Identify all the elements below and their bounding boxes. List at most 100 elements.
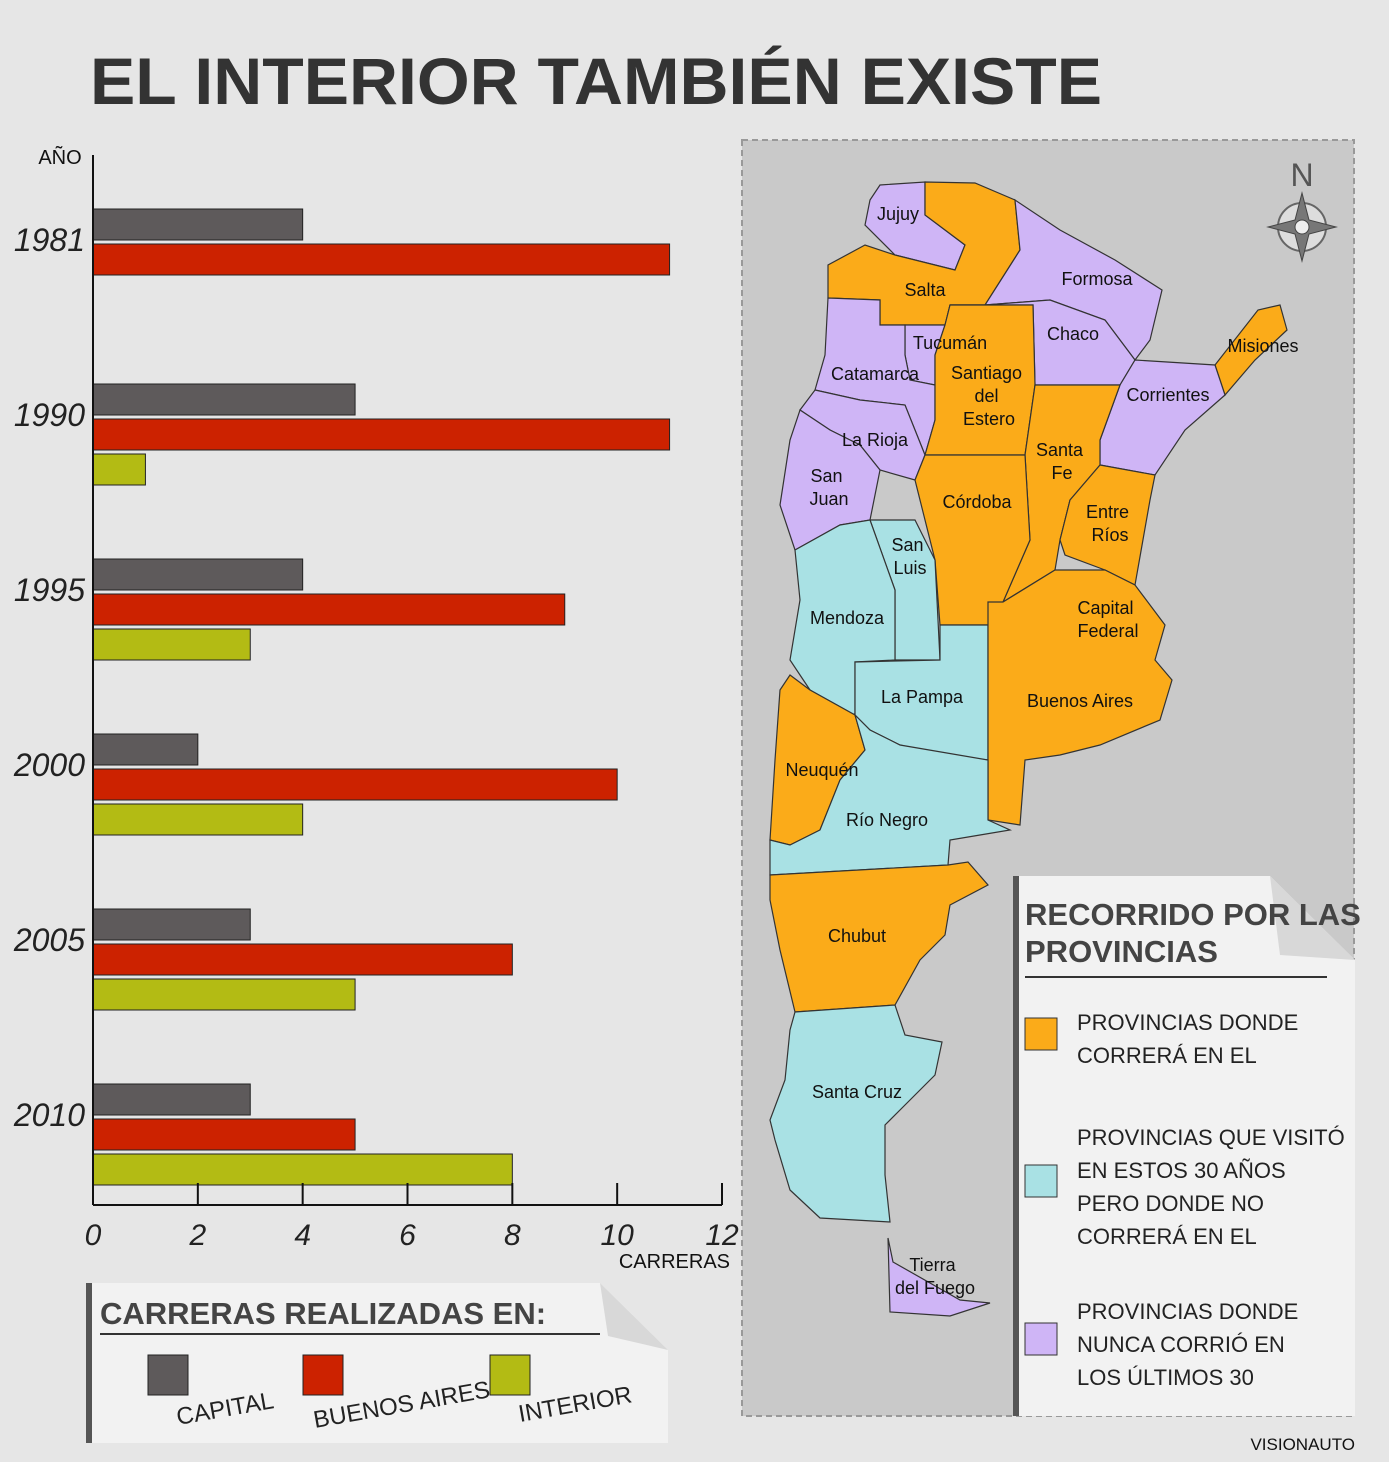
bar (92, 383, 356, 416)
legend-swatch (1024, 1164, 1058, 1198)
text-line: Luis (893, 558, 926, 578)
province-label: Jujuy (877, 204, 919, 224)
bar (92, 943, 513, 976)
page-fold (600, 1283, 668, 1350)
province-label: Córdoba (942, 492, 1012, 512)
province-label: Tucumán (913, 333, 987, 353)
bar (92, 208, 304, 241)
text-line: Federal (1077, 621, 1138, 641)
text-line: CORRERÁ EN EL (1077, 1224, 1257, 1249)
bar (92, 418, 671, 451)
text-line: La Rioja (842, 430, 909, 450)
province-label: Catamarca (831, 364, 920, 384)
bar (92, 978, 356, 1011)
province-label: Formosa (1061, 269, 1133, 289)
province-label: Tierra del Fuego (895, 1255, 975, 1298)
text-line: Santiago (951, 363, 1027, 383)
text-line: Tierra (909, 1255, 960, 1275)
province-label: Santa Cruz (812, 1082, 902, 1102)
province-label: Santa Fe (1036, 440, 1088, 483)
text-line: Santa Cruz (812, 1082, 902, 1102)
text-line: PROVINCIAS (1025, 934, 1218, 969)
bar-legend-title: CARRERAS REALIZADAS EN: (100, 1296, 546, 1331)
province-label: Misiones (1227, 336, 1298, 356)
map-legend-title: RECORRIDO POR LAS PROVINCIAS (1025, 897, 1369, 969)
x-tick-label: 4 (294, 1219, 311, 1252)
y-tick-label: 2010 (13, 1097, 85, 1133)
bar (92, 733, 199, 766)
province-label: Neuquén (785, 760, 858, 780)
text-line: Formosa (1061, 269, 1133, 289)
text-line: Santa (1036, 440, 1088, 460)
bar (92, 908, 251, 941)
province (769, 861, 989, 1013)
text-line: Juan (809, 489, 848, 509)
province-label: La Pampa (881, 687, 964, 707)
text-line: Buenos Aires (1027, 691, 1133, 711)
source: VISIONAUTO (1250, 1435, 1355, 1454)
x-tick-label: 0 (85, 1219, 102, 1252)
bar (92, 768, 618, 801)
text-line: Catamarca (831, 364, 920, 384)
text-line: del (974, 386, 1003, 406)
province-label: Buenos Aires (1027, 691, 1133, 711)
text-line: PERO DONDE NO (1077, 1191, 1270, 1216)
text-line: RECORRIDO POR LAS (1025, 897, 1369, 932)
province-label: Entre Ríos (1086, 502, 1134, 545)
province-label: Capital Federal (1077, 598, 1138, 641)
text-line: Salta (904, 280, 946, 300)
legend-swatch (147, 1354, 189, 1396)
text-line: NUNCA CORRIÓ EN (1077, 1332, 1291, 1357)
x-tick-label: 8 (504, 1219, 521, 1252)
province (769, 1004, 943, 1223)
province-label: San Luis (891, 535, 928, 578)
text-line: Estero (963, 409, 1015, 429)
province-label: Chubut (828, 926, 886, 946)
text-line: Río Negro (846, 810, 928, 830)
compass-label: N (1290, 157, 1313, 193)
text-line: PROVINCIAS QUE VISITÓ (1077, 1125, 1351, 1150)
province-label: Chaco (1047, 324, 1099, 344)
text-line: del Fuego (895, 1278, 975, 1298)
province (769, 712, 1013, 876)
province-label: San Juan (809, 466, 848, 509)
legend-swatch (489, 1354, 531, 1396)
text-line: San (810, 466, 847, 486)
bar (92, 243, 671, 276)
province-label: La Rioja (842, 430, 909, 450)
bar (92, 453, 146, 486)
text-line: EN ESTOS 30 AÑOS (1077, 1158, 1292, 1183)
text-line: Tucumán (913, 333, 987, 353)
x-tick-label: 12 (705, 1219, 739, 1252)
bar (92, 1118, 356, 1151)
y-tick-label: 2005 (13, 922, 85, 958)
province-label: Salta (904, 280, 946, 300)
bar (92, 628, 251, 661)
title: EL INTERIOR TAMBIÉN EXISTE (90, 44, 1102, 118)
text-line: PROVINCIAS DONDE (1077, 1010, 1304, 1035)
text-line: Misiones (1227, 336, 1298, 356)
text-line: Entre (1086, 502, 1134, 522)
bar (92, 593, 566, 626)
text-line: Capital (1077, 598, 1138, 618)
x-tick-label: 10 (600, 1219, 634, 1252)
text-line: Corrientes (1126, 385, 1209, 405)
bar (92, 1083, 251, 1116)
x-axis-label: CARRERAS (619, 1251, 730, 1273)
province (887, 1237, 991, 1317)
text-line: PROVINCIAS DONDE (1077, 1299, 1304, 1324)
province (987, 569, 1173, 826)
page-fold (1270, 876, 1355, 960)
province-label: Corrientes (1126, 385, 1209, 405)
province-label: Mendoza (810, 608, 885, 628)
legend-label: PROVINCIAS DONDE CORRERÁ EN EL (1077, 1010, 1304, 1068)
bar (92, 803, 304, 836)
bar (92, 1153, 513, 1186)
map-legend-box (1013, 876, 1355, 1416)
text-line: Fe (1051, 463, 1072, 483)
bar (92, 558, 304, 591)
legend-swatch (1024, 1017, 1058, 1051)
y-tick-label: 1981 (14, 222, 85, 258)
legend-swatch (302, 1354, 344, 1396)
